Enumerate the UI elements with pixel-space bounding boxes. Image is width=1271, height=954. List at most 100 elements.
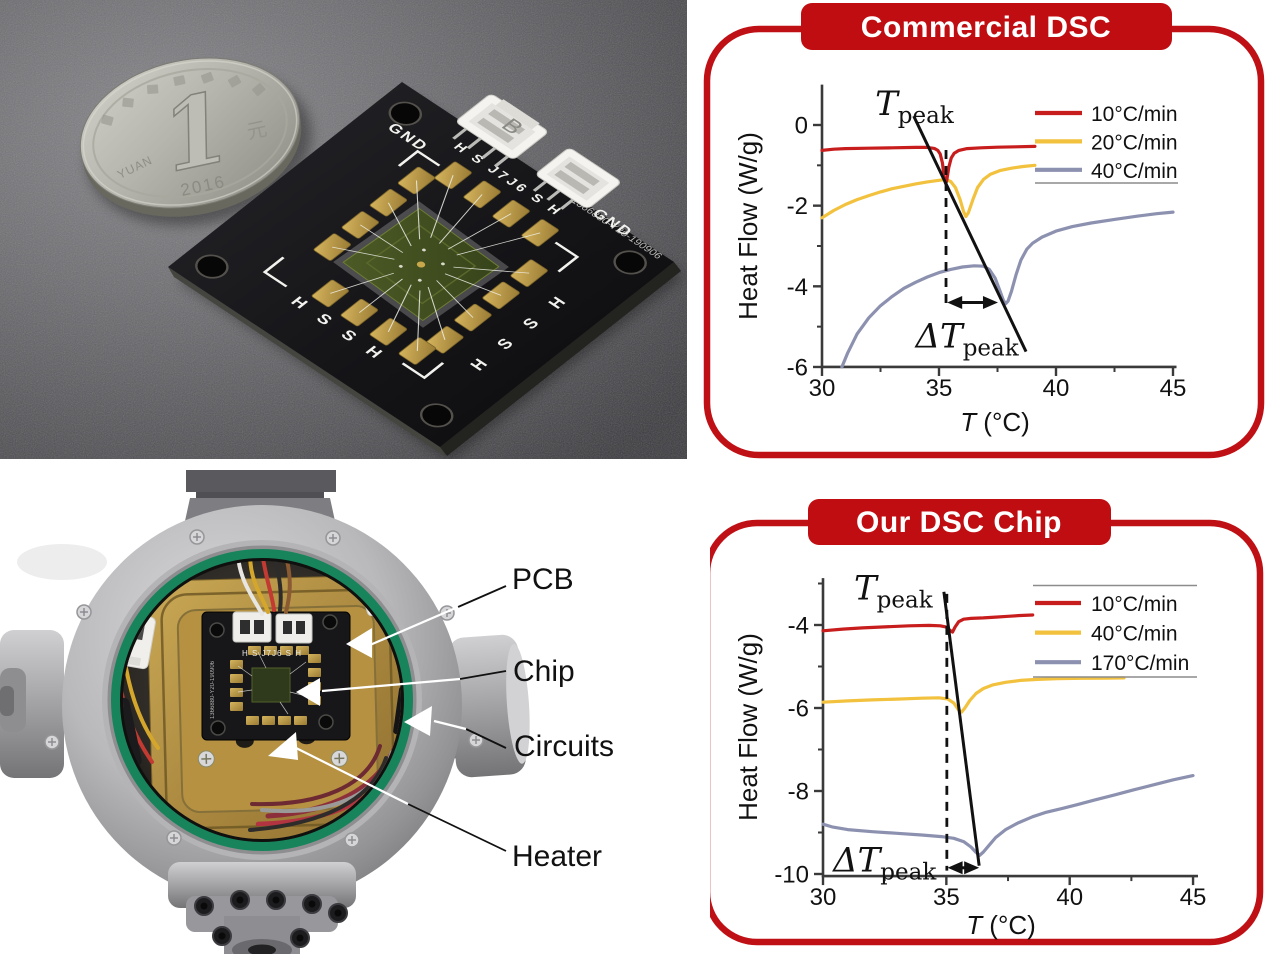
gold-pad	[246, 716, 259, 725]
o-ring	[111, 549, 413, 851]
tpeak-label: Tpeak	[875, 84, 955, 129]
bond-wire	[436, 280, 474, 318]
chamber-pcb: H S J7J6 S H 1366880-Y20-190906	[201, 611, 351, 741]
gold-pad	[308, 654, 321, 663]
legend-label: 10°C/min	[1091, 103, 1178, 126]
mount-bolts	[194, 890, 348, 948]
arrow-head-left	[947, 295, 963, 309]
chart-commercial-dsc: 30 35 40 45 0 -2 -4 -6 Heat Flow (W/g) T (°C) Tpea…	[733, 84, 1186, 437]
bond-wire	[387, 202, 412, 247]
arrow-to-circuits	[404, 706, 432, 736]
panel-title: Commercial DSC	[861, 11, 1111, 44]
silkscreen-brackets	[262, 149, 580, 380]
photo-vacuum-chamber: H S J7J6 S H 1366880-Y20-190906	[0, 470, 710, 954]
bond-wire	[416, 290, 421, 352]
gold-pad	[397, 166, 436, 195]
bond-wire	[447, 213, 512, 250]
dsc-chip	[333, 201, 509, 328]
peak-trend-line	[912, 115, 1028, 353]
wire	[124, 666, 160, 750]
arrow-to-heater	[268, 732, 298, 760]
mini-silkscreen: H S J7J6 S H	[242, 649, 302, 658]
panel-title: Our DSC Chip	[856, 506, 1062, 539]
wire	[260, 561, 276, 612]
y-axis-label: Heat Flow (W/g)	[733, 132, 763, 320]
gold-pad	[230, 660, 243, 669]
title-badge	[801, 3, 1172, 50]
x-tick-label: 45	[1180, 884, 1207, 911]
gold-pad	[230, 702, 243, 711]
bond-wires	[330, 175, 541, 352]
bond-wire	[430, 175, 454, 238]
one-yuan-coin: 1 YUAN 元 2016	[79, 57, 312, 226]
arrow-head-right	[964, 861, 980, 875]
delta-tpeak-label: ΔTpeak	[831, 841, 937, 886]
legend-label: 170°C/min	[1091, 652, 1189, 675]
gold-pad	[294, 716, 307, 725]
gold-pad	[278, 716, 291, 725]
arrow-head-right	[982, 295, 998, 309]
coin-face	[79, 57, 301, 209]
curve-20-c-min	[820, 163, 1037, 220]
peak-trend-line	[942, 591, 981, 866]
pcb-corner-holes	[195, 101, 647, 428]
y-tick-label: -6	[787, 354, 808, 381]
curve-40-c-min	[821, 676, 1126, 714]
panel-commercial-dsc: 30 35 40 45 0 -2 -4 -6 Heat Flow (W/g) T (°C) Tpea…	[703, 3, 1265, 459]
y-tick-label: 0	[795, 113, 808, 140]
chamber-bottom-mount	[168, 862, 356, 954]
gold-pad	[262, 716, 275, 725]
bond-wire	[330, 272, 395, 294]
wire	[272, 561, 283, 612]
photo-chip-and-coin: 1 YUAN 元 2016	[0, 0, 687, 459]
chart-our-dsc-chip: 30 35 40 45 -4 -6 -8 -10 Heat Flow (W/g) T (°C) Tp…	[733, 568, 1206, 940]
gold-pad	[313, 233, 351, 261]
bond-wire	[427, 287, 446, 340]
x-tick-label: 35	[933, 884, 960, 911]
title-badge	[808, 499, 1111, 545]
gold-pad	[280, 646, 293, 655]
callout-circuits: Circuits	[514, 730, 614, 763]
gold-pad	[308, 668, 321, 677]
coin-unit: 元	[245, 118, 269, 144]
callout-pcb: PCB	[512, 563, 574, 596]
bond-wire	[415, 180, 421, 240]
legend-label: 40°C/min	[1091, 623, 1178, 646]
y-tick-label: -10	[774, 862, 809, 889]
mini-chip	[251, 667, 291, 703]
panel-our-dsc-chip: 30 35 40 45 -4 -6 -8 -10 Heat Flow (W/g) T (°C) Tp…	[703, 499, 1264, 946]
gold-pad	[296, 646, 309, 655]
x-tick-label: 40	[1056, 884, 1083, 911]
arrow-to-chip	[296, 678, 320, 706]
y-tick-label: -8	[788, 779, 809, 806]
y-tick-label: -4	[788, 613, 809, 640]
gold-pad	[369, 189, 408, 217]
mini-connectors	[232, 611, 313, 644]
x-tick-label: 40	[1043, 375, 1070, 402]
callout-heater: Heater	[512, 840, 602, 873]
gold-pad	[264, 646, 277, 655]
bond-wire	[359, 224, 404, 253]
wire	[248, 561, 270, 614]
bond-wire	[358, 278, 403, 313]
callout-chip: Chip	[513, 655, 575, 688]
mini-serial: 1366880-Y20-190906	[210, 660, 216, 719]
wire	[248, 756, 388, 832]
bond-wire	[332, 246, 395, 260]
callout-lines	[268, 585, 507, 852]
jst-connector-1: B	[452, 94, 548, 168]
bond-wire	[456, 232, 541, 256]
curve-10-c-min	[821, 613, 1035, 634]
bond-wire	[387, 284, 412, 332]
curve-40-c-min	[840, 210, 1175, 369]
x-tick-label: 30	[810, 884, 837, 911]
chamber-left-port	[0, 630, 64, 778]
arrow-to-pcb	[346, 628, 372, 658]
bond-wire	[453, 266, 530, 274]
y-tick-label: -6	[788, 696, 809, 723]
gold-pad	[369, 318, 407, 346]
legend-label: 10°C/min	[1091, 593, 1178, 616]
gold-pad	[492, 200, 530, 228]
legend-label: 20°C/min	[1091, 131, 1178, 154]
